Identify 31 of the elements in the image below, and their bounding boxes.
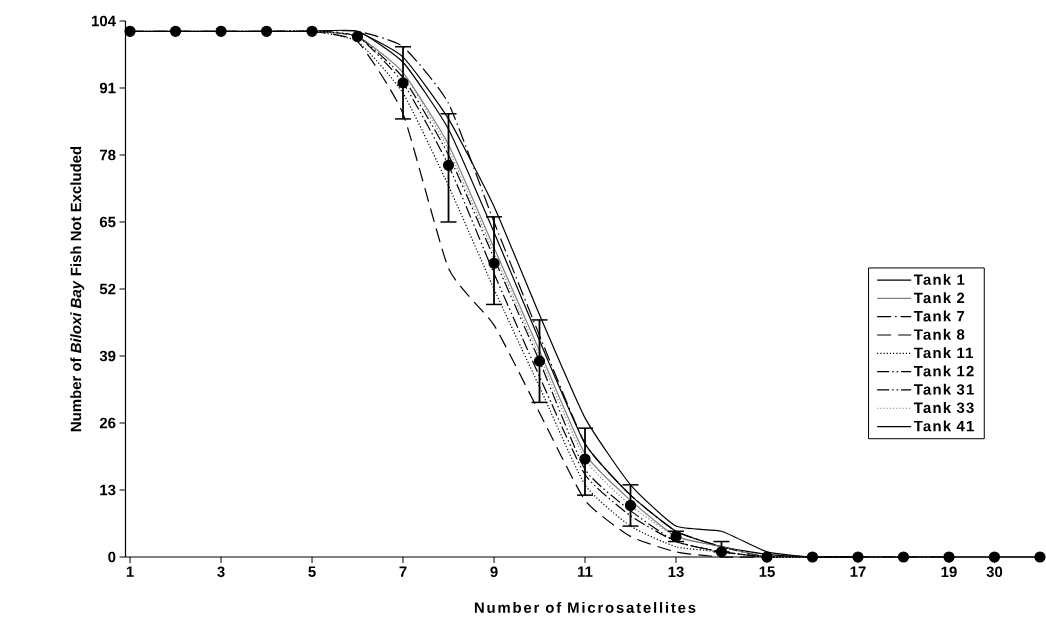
x-tick-label: 5 (308, 566, 316, 577)
x-tick-label: 11 (578, 566, 593, 577)
y-tick-label: 26 (99, 417, 116, 429)
x-tick-label: 13 (668, 566, 684, 578)
x-tick-label: 9 (490, 566, 498, 578)
x-tick-label: 7 (399, 566, 407, 577)
legend-label: Tank 1 (913, 273, 965, 285)
legend-label: Tank 2 (913, 292, 965, 304)
legend-label: Tank 11 (913, 347, 974, 359)
legend-label: Tank 41 (913, 420, 974, 432)
y-tick-label: 52 (99, 283, 116, 295)
y-tick-label: 13 (100, 484, 116, 496)
x-tick-label: 15 (759, 566, 775, 577)
x-tick-label: 1 (126, 566, 134, 577)
legend-label: Tank 7 (913, 310, 965, 322)
y-axis-title: Number of Biloxi Bay Fish Not Excluded (70, 146, 85, 432)
x-axis-title: Number of Microsatellites (474, 601, 696, 613)
y-tick-label: 65 (99, 216, 116, 228)
legend-label: Tank 33 (913, 402, 974, 414)
legend-label: Tank 12 (913, 365, 974, 377)
x-tick-label: 19 (941, 566, 957, 578)
x-tick-label: 3 (217, 566, 225, 578)
y-tick-label: 104 (91, 15, 116, 27)
y-tick-label: 78 (100, 149, 116, 161)
y-tick-label: 91 (99, 82, 116, 94)
y-tick-label: 39 (99, 350, 116, 362)
x-tick-label: 30 (986, 566, 1003, 578)
legend-label: Tank 31 (913, 383, 974, 395)
legend-label: Tank 8 (913, 328, 965, 340)
y-tick-label: 0 (108, 551, 116, 563)
x-tick-label: 17 (850, 566, 866, 577)
